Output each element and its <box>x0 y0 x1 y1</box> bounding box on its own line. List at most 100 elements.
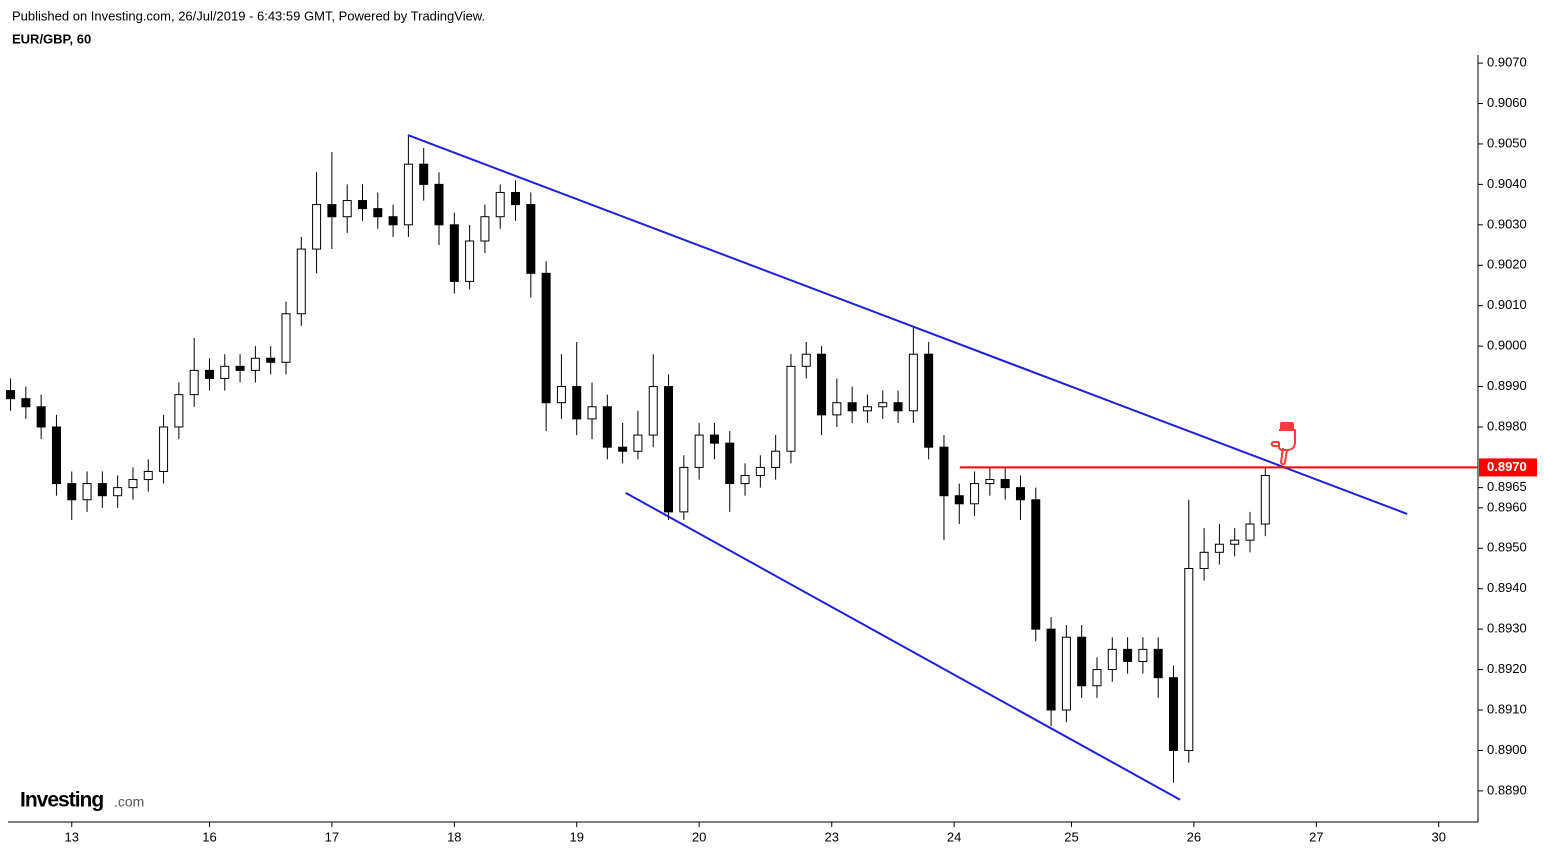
y-tick-label: 0.9030 <box>1487 216 1527 231</box>
candle-body <box>847 402 857 412</box>
candle-body <box>67 483 77 501</box>
candle-body <box>220 365 230 379</box>
x-tick-label: 17 <box>325 829 339 844</box>
candle-body <box>6 390 16 400</box>
candle-body <box>679 466 689 513</box>
candle-body <box>388 216 398 226</box>
x-tick-label: 27 <box>1309 829 1323 844</box>
x-tick-label: 30 <box>1431 829 1445 844</box>
y-tick-label: 0.9010 <box>1487 297 1527 312</box>
candle-body <box>403 163 413 226</box>
candle-body <box>266 357 276 363</box>
y-tick-label: 0.9050 <box>1487 135 1527 150</box>
y-tick-label: 0.8990 <box>1487 378 1527 393</box>
candle-body <box>618 446 628 452</box>
candle-body <box>327 204 337 218</box>
candle-body <box>1107 648 1117 671</box>
candle-body <box>709 434 719 444</box>
x-tick-label: 20 <box>692 829 706 844</box>
candle-body <box>862 406 872 412</box>
candle-body <box>832 402 842 416</box>
candle-body <box>434 183 444 226</box>
candle-body <box>480 216 490 242</box>
y-tick-label: 0.9070 <box>1487 55 1527 70</box>
candle-body <box>465 240 475 282</box>
candle-body <box>771 450 781 468</box>
candle-body <box>21 398 31 408</box>
price-label-box <box>1479 458 1537 477</box>
candle-body <box>1168 677 1178 751</box>
candle-body <box>1138 648 1148 662</box>
candle-body <box>541 272 551 404</box>
candle-body <box>725 442 735 485</box>
y-tick-label: 0.9000 <box>1487 338 1527 353</box>
candle-body <box>419 163 429 185</box>
candle-body <box>786 365 796 452</box>
candle-body <box>893 402 903 412</box>
brand-name: Investing <box>20 789 103 812</box>
candle-body <box>281 313 291 363</box>
chart-subtitle: Published on Investing.com, 26/Jul/2019 … <box>12 8 485 23</box>
y-tick-label: 0.8890 <box>1487 782 1527 797</box>
x-tick-label: 18 <box>447 829 461 844</box>
y-tick-label: 0.8965 <box>1487 479 1527 494</box>
candle-body <box>954 495 964 505</box>
candle-body <box>1031 499 1041 630</box>
candle-body <box>296 248 306 315</box>
candle-body <box>801 353 811 367</box>
candle-body <box>526 204 536 274</box>
candle-body <box>1046 628 1056 711</box>
candle-body <box>1199 551 1209 569</box>
candle-body <box>1092 669 1102 687</box>
candle-body <box>1260 474 1270 525</box>
candle-body <box>985 479 995 485</box>
candle-body <box>572 386 582 420</box>
candle-body <box>1123 648 1133 662</box>
y-tick-label: 0.8960 <box>1487 499 1527 514</box>
candle-body <box>1245 523 1255 541</box>
candle-body <box>755 466 765 476</box>
candle-body <box>878 402 888 408</box>
candle-body <box>36 406 46 428</box>
chart-title: EUR/GBP, 60 <box>12 31 91 46</box>
candle-body <box>51 426 61 485</box>
candle-body <box>1184 567 1194 751</box>
candle-body <box>1061 636 1071 711</box>
candle-body <box>1214 543 1224 553</box>
candle-body <box>449 224 459 282</box>
candle-body <box>113 487 123 497</box>
candle-body <box>602 406 612 448</box>
y-tick-label: 0.8910 <box>1487 701 1527 716</box>
x-tick-label: 16 <box>202 829 216 844</box>
candle-body <box>908 353 918 412</box>
y-tick-label: 0.8920 <box>1487 661 1527 676</box>
candle-body <box>817 353 827 416</box>
y-tick-label: 0.8930 <box>1487 621 1527 636</box>
candle-body <box>1000 479 1010 489</box>
candle-body <box>740 474 750 485</box>
x-tick-label: 26 <box>1187 829 1201 844</box>
candle-body <box>633 434 643 452</box>
y-tick-label: 0.8900 <box>1487 742 1527 757</box>
candle-body <box>250 357 260 371</box>
candle-body <box>556 386 566 404</box>
candle-body <box>128 479 138 489</box>
candle-body <box>312 204 322 250</box>
candle-body <box>939 446 949 497</box>
y-tick-label: 0.8980 <box>1487 418 1527 433</box>
candle-body <box>97 483 107 497</box>
candle-body <box>648 386 658 436</box>
trendline <box>625 492 1181 801</box>
candle-body <box>235 365 245 371</box>
candle-body <box>1230 539 1240 545</box>
price-label: 0.8970 <box>1487 459 1527 474</box>
candle-body <box>664 386 674 513</box>
y-tick-label: 0.9060 <box>1487 95 1527 110</box>
y-tick-label: 0.9020 <box>1487 257 1527 272</box>
candle-body <box>587 406 597 420</box>
candle-body <box>342 200 352 218</box>
x-tick-label: 24 <box>947 829 961 844</box>
candle-body <box>1153 648 1163 679</box>
candle-body <box>143 470 153 481</box>
candle-body <box>357 200 367 210</box>
